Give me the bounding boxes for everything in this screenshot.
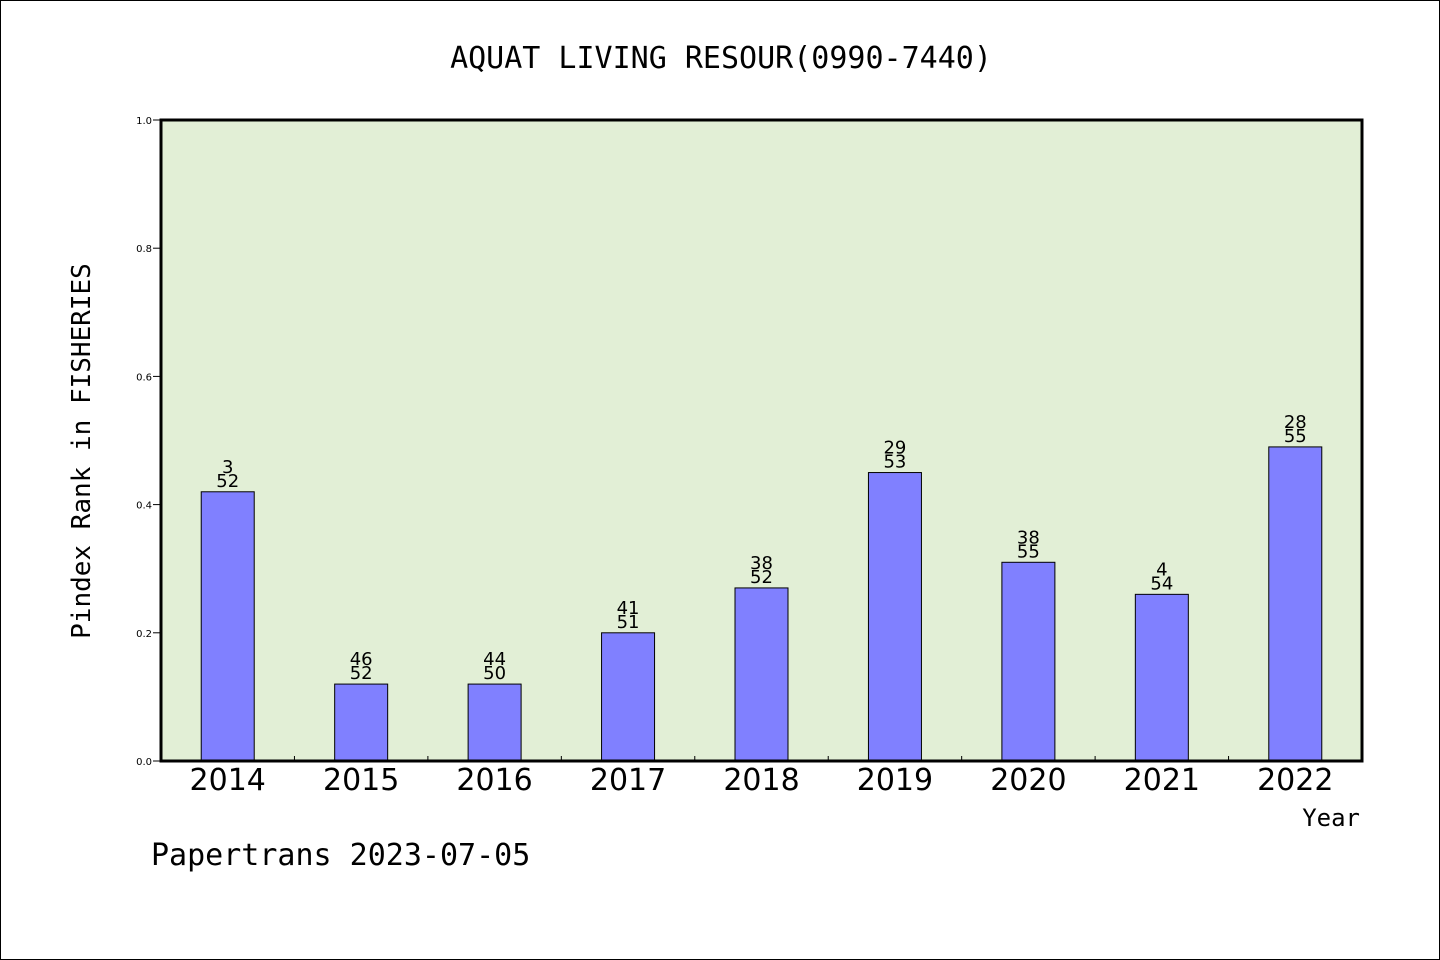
chart-title: AQUAT LIVING RESOUR(0990-7440) (450, 41, 992, 76)
plot-border (159, 118, 1364, 763)
x-axis: 2014 2015 2016 2017 2018 2019 2020 2021 2022 (190, 756, 1333, 798)
total-label-2017: 51 (617, 612, 640, 633)
rank-label-2018: 38 (750, 553, 773, 574)
x-tick-label-2022: 2022 (1257, 763, 1333, 798)
y-tick-label: 0.8 (136, 244, 152, 255)
bar-2022 (1268, 446, 1323, 762)
rank-label-2022: 28 (1284, 412, 1307, 433)
rank-label-2017: 41 (617, 598, 640, 619)
total-label-2014: 52 (216, 471, 239, 492)
total-label-2021: 54 (1150, 573, 1173, 594)
total-label-2020: 55 (1017, 541, 1040, 562)
y-tick-label: 0.4 (136, 501, 152, 512)
rank-label-2019: 29 (883, 438, 906, 459)
total-label-2019: 53 (883, 452, 906, 473)
bar-2018 (734, 587, 789, 762)
rank-label-2021: 4 (1156, 559, 1167, 580)
y-tick-label: 0.2 (136, 629, 152, 640)
total-label-2016: 50 (483, 663, 506, 684)
x-tick-label-2014: 2014 (190, 763, 266, 798)
x-tick-label-2016: 2016 (456, 763, 532, 798)
bar-2020 (1001, 561, 1056, 762)
total-label-2022: 55 (1284, 426, 1307, 447)
bar-2019 (867, 472, 922, 762)
rank-label-2020: 38 (1017, 527, 1040, 548)
bar-2016 (467, 683, 522, 762)
bar-2021 (1134, 593, 1189, 762)
footer-credit: Papertrans 2023-07-05 (151, 838, 530, 873)
y-tick-label: 1.0 (136, 116, 152, 127)
x-axis-label: Year (1302, 804, 1360, 832)
rank-label-2014: 3 (222, 457, 233, 478)
x-tick-label-2018: 2018 (723, 763, 799, 798)
bars-group (200, 446, 1323, 762)
y-axis-label: Pindex Rank in FISHERIES (67, 263, 97, 639)
total-label-2015: 52 (350, 663, 373, 684)
total-label-2018: 52 (750, 567, 773, 588)
y-tick-label: 0.6 (136, 372, 152, 383)
x-tick-label-2021: 2021 (1124, 763, 1200, 798)
y-tick-label: 0.0 (136, 757, 152, 768)
x-tick-label-2017: 2017 (590, 763, 666, 798)
x-tick-label-2019: 2019 (857, 763, 933, 798)
y-axis: 0.0 0.2 0.4 0.6 0.8 1.0 (136, 116, 161, 768)
rank-label-2015: 46 (350, 649, 373, 670)
x-tick-label-2015: 2015 (323, 763, 399, 798)
bar-2014 (200, 491, 255, 762)
bar-2017 (601, 632, 656, 762)
rank-label-2016: 44 (483, 649, 506, 670)
bar-2015 (334, 683, 389, 762)
x-tick-label-2020: 2020 (990, 763, 1066, 798)
